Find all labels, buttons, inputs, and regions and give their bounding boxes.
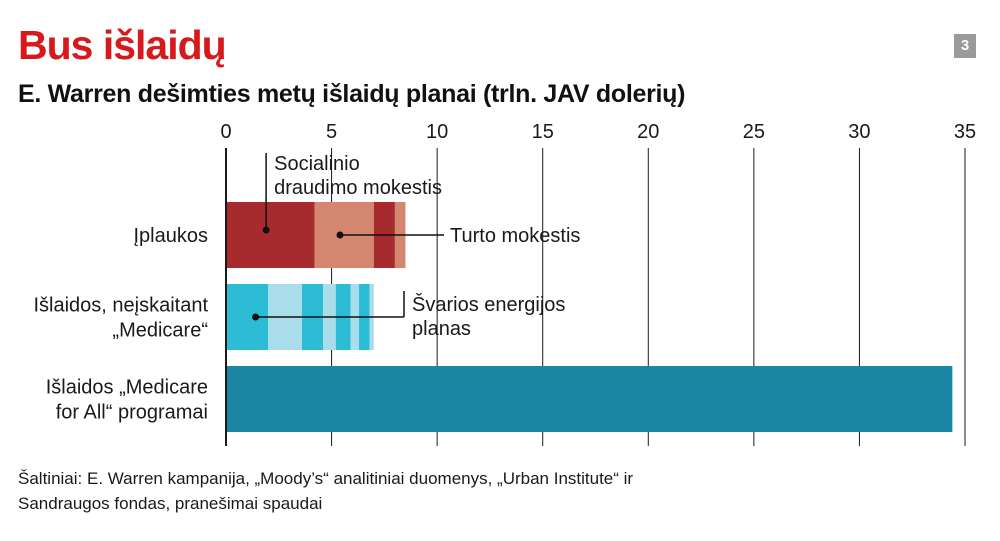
bar-segment (226, 202, 315, 268)
x-tick-label: 20 (637, 121, 659, 143)
page-title: Bus išlaidų (18, 22, 227, 68)
annotation-label: draudimo mokestis (274, 177, 442, 199)
annotation-label: Turto mokestis (450, 225, 580, 247)
category-label: Išlaidos „Medicare (46, 377, 208, 399)
x-tick-label: 25 (743, 121, 765, 143)
x-tick-label: 10 (426, 121, 448, 143)
annotation-label: Socialinio (274, 153, 360, 175)
bar-segment (226, 366, 953, 432)
chart-subtitle: E. Warren dešimties metų išlaidų planai … (18, 80, 686, 108)
source-line-1: Šaltiniai: E. Warren kampanija, „Moody’s… (18, 469, 634, 488)
annotation-label: planas (412, 318, 471, 340)
x-tick-label: 0 (220, 121, 231, 143)
x-tick-label: 5 (326, 121, 337, 143)
page-number-badge: 3 (954, 34, 976, 58)
annotation-label: Švarios energijos (412, 293, 565, 316)
source-note: Šaltiniai: E. Warren kampanija, „Moody’s… (18, 466, 798, 516)
category-label: Išlaidos, neįskaitant (33, 295, 208, 317)
category-label: for All“ programai (56, 402, 208, 424)
x-tick-label: 35 (954, 121, 976, 143)
category-label: Įplaukos (134, 225, 209, 247)
category-label: „Medicare“ (112, 320, 208, 342)
x-tick-label: 15 (532, 121, 554, 143)
x-tick-label: 30 (848, 121, 870, 143)
source-line-2: Sandraugos fondas, pranešimai spaudai (18, 494, 323, 513)
